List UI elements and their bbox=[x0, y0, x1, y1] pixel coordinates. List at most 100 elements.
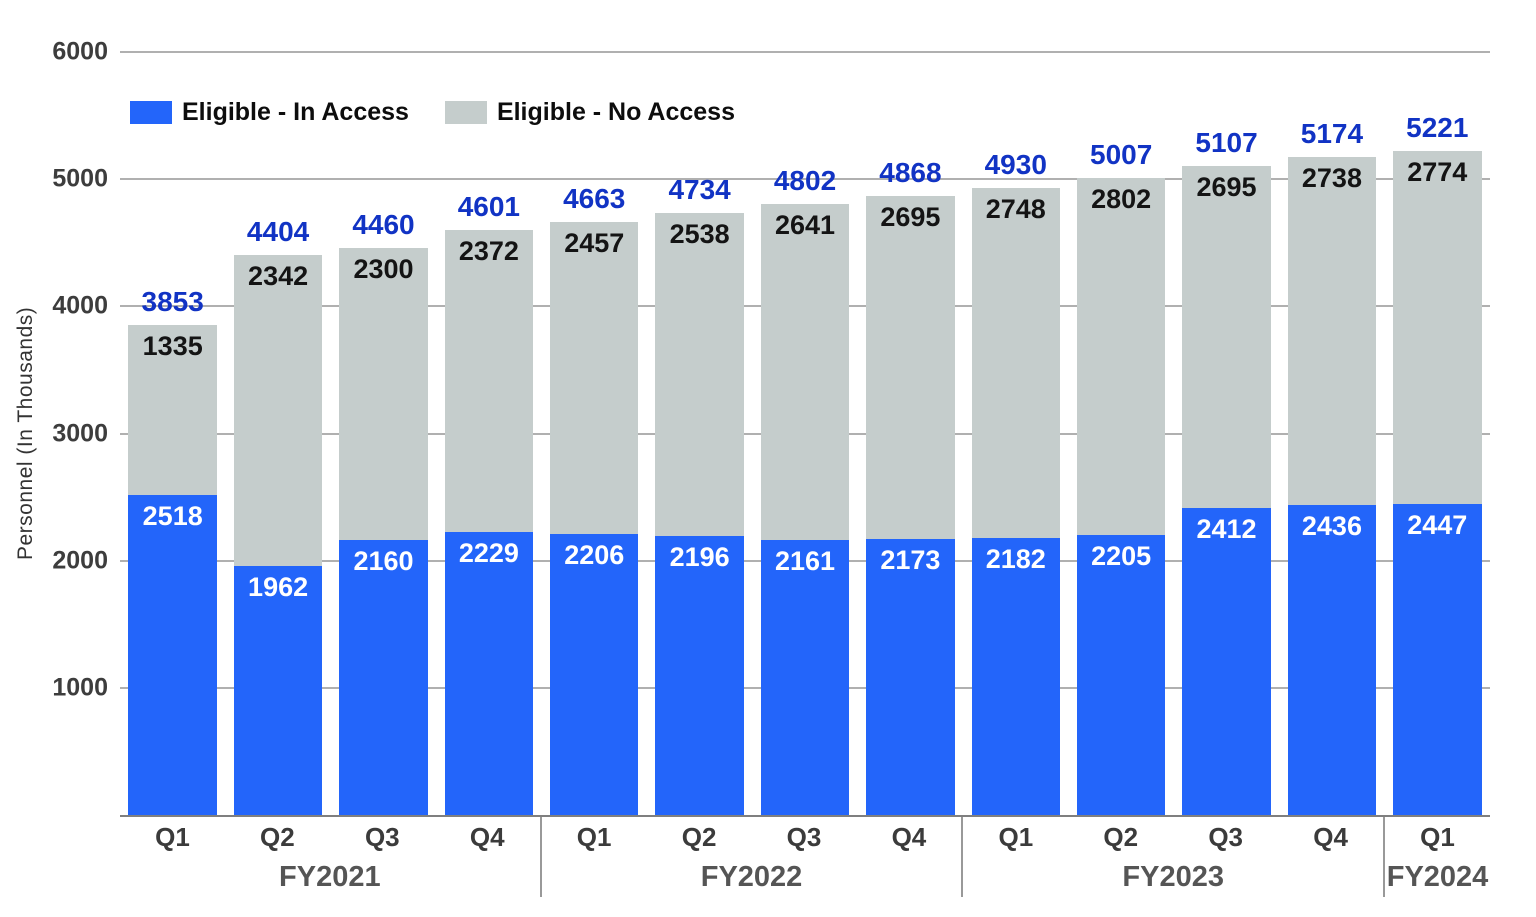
legend: Eligible - In Access Eligible - No Acces… bbox=[130, 100, 735, 125]
total-label: 5007 bbox=[1089, 139, 1153, 171]
bar-FY2023-Q4: 5174 2738 2436 bbox=[1279, 52, 1384, 815]
no-access-value: 2372 bbox=[458, 235, 519, 266]
x-label-FY2021-Q4: Q4 bbox=[469, 822, 505, 852]
in-access-swatch-icon bbox=[130, 101, 172, 124]
x-label-FY2022-Q4: Q4 bbox=[891, 822, 927, 852]
total-label: 5221 bbox=[1406, 112, 1469, 144]
fy-label-FY2022: FY2022 bbox=[700, 860, 803, 893]
segment-in-access: 2412 bbox=[1182, 508, 1271, 815]
segment-no-access: 2738 bbox=[1287, 157, 1377, 506]
gridline-5000 bbox=[120, 178, 1490, 181]
segment-in-access: 2518 bbox=[128, 494, 217, 815]
segment-no-access: 2641 bbox=[760, 204, 850, 541]
bar-stack: 4663 2457 2206 bbox=[549, 185, 639, 815]
in-access-value: 2196 bbox=[669, 541, 730, 572]
segment-in-access: 2173 bbox=[866, 538, 955, 815]
x-group-FY2024: Q1 FY2024 bbox=[1383, 817, 1490, 897]
x-label-FY2024-Q1: Q1 bbox=[1420, 822, 1455, 852]
quarter-row: Q1 Q2 Q3 Q4 bbox=[963, 817, 1383, 857]
y-tick-3000: 3000 bbox=[52, 419, 108, 447]
bar-stack: 4802 2641 2161 bbox=[760, 167, 850, 815]
no-access-value: 2748 bbox=[985, 194, 1046, 225]
bar-FY2023-Q3: 5107 2695 2412 bbox=[1174, 52, 1279, 815]
segment-no-access: 2802 bbox=[1076, 178, 1166, 535]
segment-no-access: 2695 bbox=[1182, 165, 1271, 509]
segment-no-access: 1335 bbox=[128, 325, 217, 495]
segment-no-access: 2538 bbox=[655, 213, 744, 536]
bar-FY2021-Q2: 4404 2342 1962 bbox=[225, 52, 330, 815]
bars-layer: 3853 1335 2518 4404 2342 1962 4460 2300 2160 4601… bbox=[120, 52, 1490, 815]
bar-FY2024-Q1: 5221 2774 2447 bbox=[1385, 52, 1490, 815]
segment-in-access: 2206 bbox=[549, 534, 639, 815]
segment-in-access: 1962 bbox=[233, 565, 323, 815]
segment-in-access: 2160 bbox=[339, 540, 428, 815]
total-label: 4930 bbox=[984, 149, 1047, 181]
legend-item-in-access: Eligible - In Access bbox=[130, 100, 409, 125]
y-tick-6000: 6000 bbox=[52, 37, 108, 66]
no-access-value: 1335 bbox=[142, 331, 203, 362]
total-label: 4802 bbox=[773, 165, 837, 197]
y-tick-5000: 5000 bbox=[52, 164, 108, 193]
in-access-value: 2161 bbox=[774, 546, 836, 577]
segment-in-access: 2182 bbox=[971, 537, 1061, 815]
bar-FY2023-Q1: 4930 2748 2182 bbox=[963, 52, 1068, 815]
in-access-value: 2229 bbox=[458, 537, 519, 568]
bar-FY2021-Q1: 3853 1335 2518 bbox=[120, 52, 225, 815]
segment-in-access: 2196 bbox=[655, 535, 744, 815]
bar-stack: 4460 2300 2160 bbox=[339, 210, 428, 815]
bar-FY2021-Q3: 4460 2300 2160 bbox=[331, 52, 436, 815]
no-access-value: 2538 bbox=[669, 219, 730, 249]
quarter-row: Q1 Q2 Q3 Q4 bbox=[542, 817, 962, 857]
segment-no-access: 2342 bbox=[233, 254, 323, 566]
bar-group-FY2022: 4663 2457 2206 4734 2538 2196 4802 2641 2161 4868… bbox=[542, 52, 964, 815]
x-label-FY2023-Q1: Q1 bbox=[998, 822, 1034, 852]
in-access-value: 1962 bbox=[248, 571, 309, 602]
in-access-value: 2205 bbox=[1091, 540, 1152, 571]
segment-no-access: 2774 bbox=[1393, 151, 1482, 504]
total-label: 4663 bbox=[563, 183, 626, 215]
no-access-swatch-icon bbox=[444, 101, 487, 124]
bar-stack: 5174 2738 2436 bbox=[1287, 120, 1377, 815]
fy-label-FY2023: FY2023 bbox=[1122, 860, 1224, 893]
in-access-value: 2182 bbox=[985, 543, 1046, 574]
total-label: 4734 bbox=[668, 174, 731, 205]
segment-in-access: 2229 bbox=[444, 531, 534, 815]
no-access-value: 2695 bbox=[1196, 171, 1257, 202]
in-access-value: 2518 bbox=[142, 500, 203, 531]
no-access-value: 2641 bbox=[774, 210, 836, 241]
bar-group-FY2021: 3853 1335 2518 4404 2342 1962 4460 2300 2160 4601… bbox=[120, 52, 542, 815]
bar-stack: 4601 2372 2229 bbox=[444, 192, 534, 815]
segment-in-access: 2447 bbox=[1393, 503, 1482, 815]
x-label-FY2021-Q1: Q1 bbox=[155, 822, 190, 852]
bar-FY2022-Q1: 4663 2457 2206 bbox=[542, 52, 647, 815]
legend-item-no-access: Eligible - No Access bbox=[444, 100, 735, 125]
bar-stack: 5007 2802 2205 bbox=[1076, 141, 1166, 815]
bar-FY2022-Q3: 4802 2641 2161 bbox=[752, 52, 857, 815]
x-group-FY2023: Q1 Q2 Q3 Q4 FY2023 bbox=[961, 817, 1383, 897]
x-label-FY2022-Q3: Q3 bbox=[786, 822, 822, 852]
in-access-value: 2447 bbox=[1407, 509, 1468, 540]
bar-stack: 4868 2695 2173 bbox=[866, 158, 955, 815]
no-access-value: 2457 bbox=[564, 228, 625, 259]
x-group-FY2021: Q1 Q2 Q3 Q4 FY2021 bbox=[120, 817, 540, 897]
no-access-value: 2774 bbox=[1407, 157, 1468, 188]
total-label: 4868 bbox=[879, 156, 942, 188]
plot-area: 3853 1335 2518 4404 2342 1962 4460 2300 2160 4601… bbox=[120, 51, 1490, 815]
bar-FY2023-Q2: 5007 2802 2205 bbox=[1068, 52, 1173, 815]
x-group-FY2022: Q1 Q2 Q3 Q4 FY2022 bbox=[539, 817, 962, 897]
in-access-value: 2173 bbox=[880, 544, 941, 575]
no-access-value: 2300 bbox=[353, 253, 414, 284]
y-tick-2000: 2000 bbox=[52, 546, 108, 575]
bar-stack: 5107 2695 2412 bbox=[1182, 128, 1271, 815]
total-label: 4601 bbox=[457, 190, 521, 222]
bar-group-FY2023: 4930 2748 2182 5007 2802 2205 5107 2695 2412 5174… bbox=[963, 52, 1385, 815]
legend-label-in-access: Eligible - In Access bbox=[182, 98, 409, 126]
in-access-value: 2160 bbox=[353, 546, 414, 577]
bar-group-FY2024: 5221 2774 2447 bbox=[1385, 52, 1490, 815]
segment-in-access: 2436 bbox=[1287, 505, 1377, 815]
total-label: 4404 bbox=[246, 215, 310, 247]
quarter-row: Q1 bbox=[1385, 817, 1490, 857]
y-ticks: 1000 2000 3000 4000 5000 6000 bbox=[0, 39, 108, 815]
in-access-value: 2412 bbox=[1196, 514, 1257, 545]
